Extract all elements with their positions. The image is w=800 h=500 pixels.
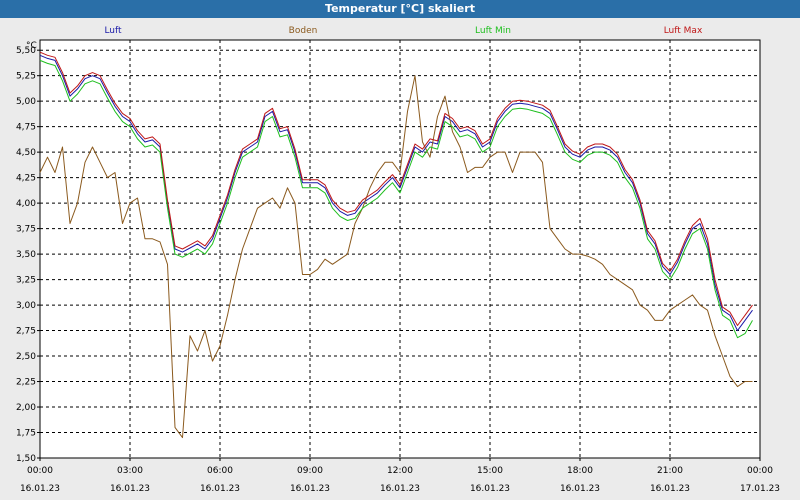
x-tick-date: 16.01.23 — [290, 484, 330, 494]
y-tick-label: 3,75 — [16, 225, 36, 235]
y-tick-label: 2,25 — [16, 378, 36, 388]
y-tick-label: 4,00 — [16, 199, 36, 209]
legend-item: Luft Max — [664, 26, 703, 36]
temperature-chart: °C 1,50 1,75 2,00 2,25 2,50 2,75 3,00 3,25 3,50 3… — [16, 26, 780, 494]
y-tick-label: 2,50 — [16, 352, 36, 362]
series-layer — [39, 51, 753, 439]
x-tick-time: 21:00 — [657, 466, 683, 476]
y-tick-label: 4,75 — [16, 123, 36, 133]
x-tick-date: 16.01.23 — [110, 484, 150, 494]
y-tick-label: 4,25 — [16, 174, 36, 184]
x-tick-date: 16.01.23 — [650, 484, 690, 494]
y-axis-ticks: 1,50 1,75 2,00 2,25 2,50 2,75 3,00 3,25 3,50 3,75… — [16, 46, 40, 464]
y-tick-label: 5,50 — [16, 46, 36, 56]
legend-item: Luft Min — [475, 26, 511, 36]
y-tick-label: 2,75 — [16, 327, 36, 337]
y-tick-label: 5,00 — [16, 97, 36, 107]
x-tick-time: 03:00 — [117, 466, 143, 476]
y-tick-label: 1,50 — [16, 454, 36, 464]
series-line-luft — [39, 54, 753, 332]
x-tick-time: 18:00 — [567, 466, 593, 476]
x-tick-time: 09:00 — [297, 466, 323, 476]
x-tick-time: 15:00 — [477, 466, 503, 476]
legend: Luft Boden Luft Min Luft Max — [104, 26, 703, 36]
y-tick-label: 3,00 — [16, 301, 36, 311]
series-line-luft-max — [39, 51, 753, 326]
y-tick-label: 3,25 — [16, 276, 36, 286]
y-tick-label: 2,00 — [16, 403, 36, 413]
x-tick-date: 16.01.23 — [20, 484, 60, 494]
y-tick-label: 5,25 — [16, 72, 36, 82]
series-line-luft-min — [39, 59, 753, 339]
legend-item: Boden — [289, 26, 318, 36]
x-tick-time: 12:00 — [387, 466, 413, 476]
y-tick-label: 1,75 — [16, 429, 36, 439]
x-tick-time: 00:00 — [27, 466, 53, 476]
x-tick-date: 16.01.23 — [470, 484, 510, 494]
y-tick-label: 4,50 — [16, 148, 36, 158]
chart-title: Temperatur [°C] skaliert — [0, 0, 800, 18]
y-axis-unit: °C — [26, 41, 37, 51]
x-tick-date: 16.01.23 — [380, 484, 420, 494]
x-tick-time: 00:00 — [747, 466, 773, 476]
legend-item: Luft — [104, 26, 122, 36]
y-tick-label: 3,50 — [16, 250, 36, 260]
x-axis-ticks: 00:00 16.01.23 03:00 16.01.23 06:00 16.01.23 0… — [20, 458, 780, 494]
x-tick-date: 16.01.23 — [560, 484, 600, 494]
x-tick-date: 17.01.23 — [740, 484, 780, 494]
series-line-boden — [39, 75, 753, 439]
x-tick-time: 06:00 — [207, 466, 233, 476]
x-tick-date: 16.01.23 — [200, 484, 240, 494]
